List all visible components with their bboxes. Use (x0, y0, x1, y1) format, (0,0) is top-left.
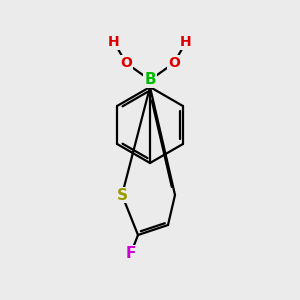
Text: H: H (108, 35, 120, 49)
Text: S: S (116, 188, 128, 202)
Text: H: H (180, 35, 192, 49)
Text: B: B (144, 73, 156, 88)
Text: O: O (120, 56, 132, 70)
Text: F: F (126, 245, 136, 260)
Text: O: O (168, 56, 180, 70)
